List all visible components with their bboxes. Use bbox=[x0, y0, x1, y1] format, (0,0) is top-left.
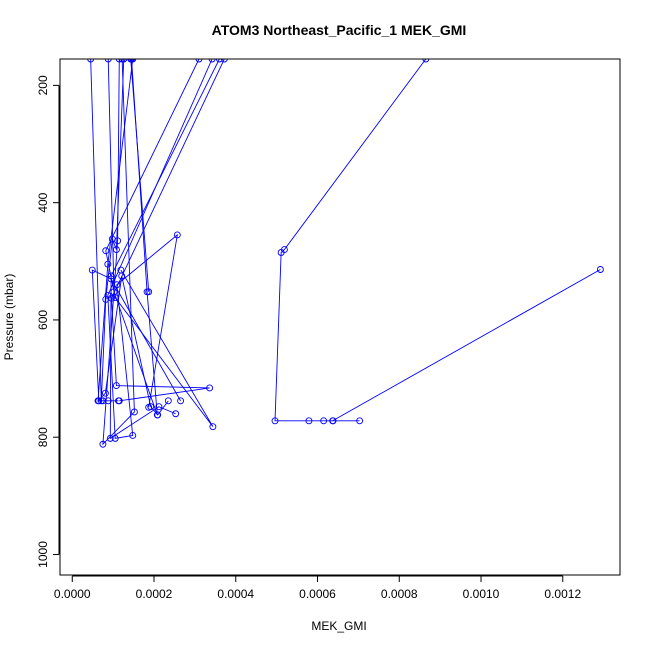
data-point bbox=[177, 397, 185, 405]
data-point bbox=[356, 417, 364, 425]
y-tick-label: 600 bbox=[36, 310, 50, 330]
data-point bbox=[127, 59, 135, 63]
y-tick-label: 1000 bbox=[36, 541, 50, 568]
data-point bbox=[99, 440, 107, 448]
data-point bbox=[106, 434, 114, 442]
data-point bbox=[155, 403, 163, 411]
series-9 bbox=[127, 59, 153, 296]
series-line bbox=[105, 59, 214, 427]
data-point bbox=[145, 403, 153, 411]
x-tick-label: 0.0008 bbox=[381, 587, 418, 601]
data-point bbox=[99, 397, 107, 405]
y-axis-label: Pressure (mbar) bbox=[2, 274, 16, 361]
data-point bbox=[102, 247, 110, 255]
data-point bbox=[209, 423, 217, 431]
y-tick-label: 400 bbox=[36, 192, 50, 212]
data-point bbox=[422, 59, 430, 63]
series-line bbox=[109, 59, 220, 440]
series-8 bbox=[104, 59, 216, 442]
x-tick-label: 0.0006 bbox=[299, 587, 336, 601]
data-point bbox=[118, 59, 126, 63]
data-point bbox=[145, 288, 153, 296]
series-line bbox=[130, 59, 150, 292]
data-point bbox=[195, 59, 203, 63]
data-point bbox=[172, 410, 180, 418]
data-point bbox=[104, 291, 112, 299]
data-point bbox=[88, 266, 96, 274]
x-tick-label: 0.0002 bbox=[136, 587, 173, 601]
data-point bbox=[115, 59, 123, 63]
x-tick-label: 0.0010 bbox=[463, 587, 500, 601]
data-point bbox=[271, 417, 279, 425]
data-point bbox=[130, 408, 138, 416]
y-tick-label: 200 bbox=[36, 75, 50, 95]
series-5 bbox=[102, 59, 217, 431]
data-point bbox=[114, 237, 122, 245]
y-axis: 200 400 600 800 1000 bbox=[36, 75, 60, 568]
data-point bbox=[215, 59, 223, 63]
data-point bbox=[164, 397, 172, 405]
data-point bbox=[104, 397, 112, 405]
series-10 bbox=[271, 59, 430, 425]
data-point bbox=[101, 389, 109, 397]
data-point bbox=[115, 397, 123, 405]
data-point bbox=[208, 59, 216, 63]
data-point bbox=[277, 249, 285, 256]
data-point bbox=[95, 397, 103, 405]
series-11 bbox=[329, 266, 604, 425]
chart-title: ATOM3 Northeast_Pacific_1 MEK_GMI bbox=[212, 22, 467, 38]
data-point bbox=[220, 59, 228, 63]
plot-content bbox=[87, 59, 604, 448]
series-7 bbox=[108, 59, 228, 405]
data-point bbox=[206, 384, 214, 392]
series-line bbox=[332, 269, 601, 422]
data-point bbox=[329, 417, 337, 425]
x-tick-label: 0.0012 bbox=[544, 587, 581, 601]
data-point bbox=[129, 59, 137, 63]
data-point bbox=[173, 231, 181, 239]
data-point bbox=[154, 411, 162, 419]
y-tick-label: 800 bbox=[36, 427, 50, 447]
data-point bbox=[117, 266, 125, 274]
data-point bbox=[596, 266, 604, 273]
series-line bbox=[274, 59, 427, 422]
x-axis-label: MEK_GMI bbox=[311, 619, 366, 633]
data-point bbox=[104, 59, 112, 63]
series-line bbox=[107, 59, 213, 439]
data-point bbox=[320, 417, 328, 425]
data-point bbox=[305, 417, 313, 425]
data-point bbox=[111, 434, 119, 442]
data-point bbox=[87, 59, 95, 63]
data-point bbox=[113, 281, 121, 289]
x-tick-label: 0.0004 bbox=[217, 587, 254, 601]
plot-frame bbox=[59, 58, 621, 576]
series-6 bbox=[106, 59, 223, 442]
data-point bbox=[129, 432, 137, 439]
data-point bbox=[112, 382, 120, 390]
x-axis: 0.0000 0.0002 0.0004 0.0006 0.0008 0.0010 0.00… bbox=[54, 575, 581, 601]
x-tick-label: 0.0000 bbox=[54, 587, 91, 601]
series-line bbox=[111, 59, 225, 402]
data-point bbox=[107, 272, 115, 280]
